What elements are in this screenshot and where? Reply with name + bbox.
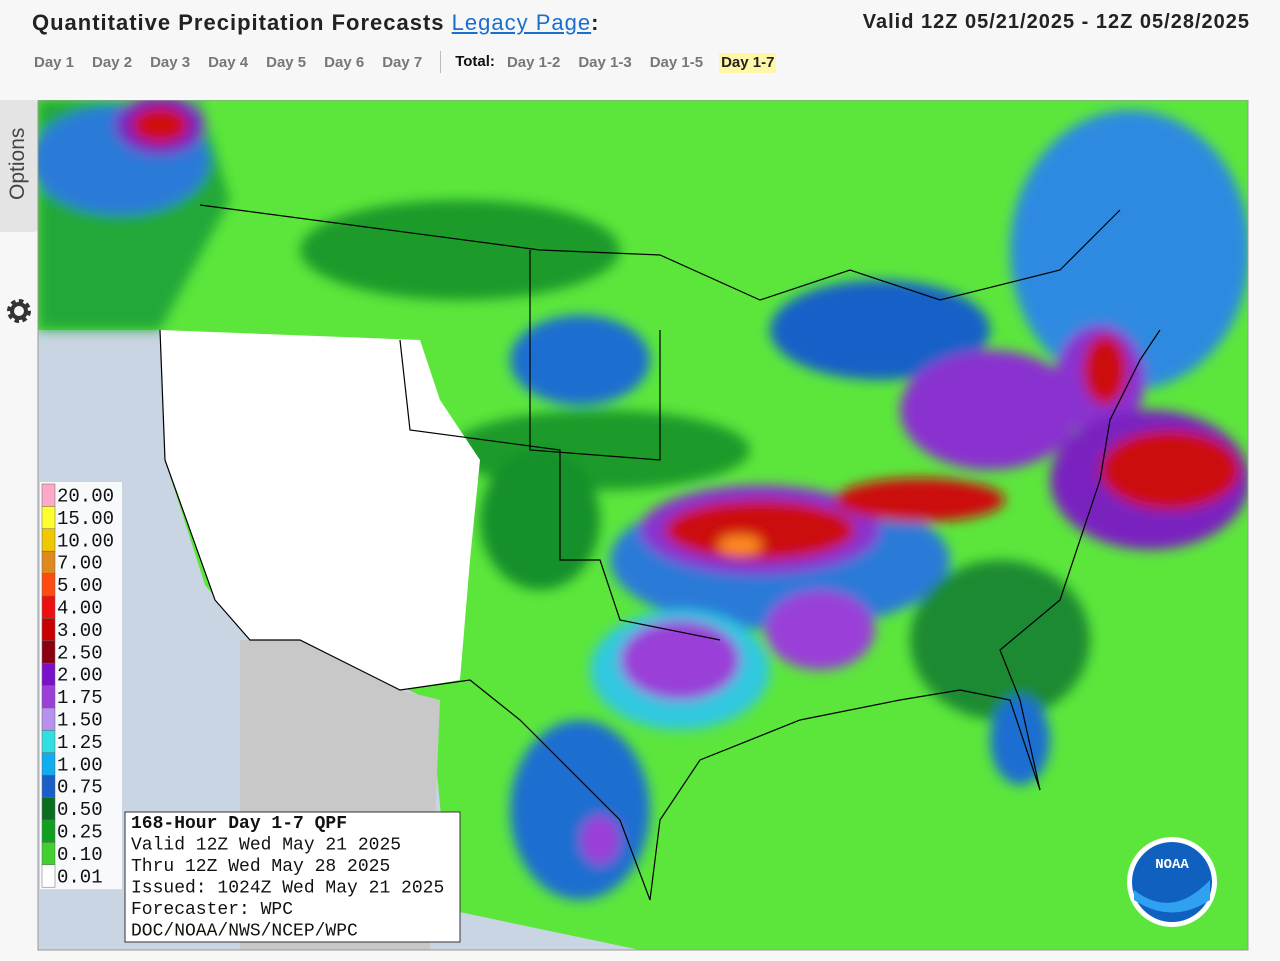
legend-label: 7.00 xyxy=(57,553,103,575)
total-tab[interactable]: Day 1-2 xyxy=(506,54,561,71)
legend-label: 0.25 xyxy=(57,821,103,843)
legend-label: 20.00 xyxy=(57,485,114,507)
legend-swatch xyxy=(41,595,56,619)
legend-label: 1.00 xyxy=(57,754,103,776)
legend-label: 1.50 xyxy=(57,709,103,731)
legend-swatch xyxy=(41,797,56,821)
legend-label: 3.00 xyxy=(57,620,103,642)
legend-swatch xyxy=(41,550,56,574)
gear-icon xyxy=(7,299,31,323)
legend-label: 0.75 xyxy=(57,777,103,799)
legend-label: 2.50 xyxy=(57,642,103,664)
legend-label: 4.00 xyxy=(57,597,103,619)
legend-swatch xyxy=(41,730,56,754)
map-field xyxy=(38,100,1248,950)
legend-swatch xyxy=(41,842,56,866)
options-tab[interactable]: Options xyxy=(0,100,38,323)
legend-swatch xyxy=(41,662,56,686)
legend-swatch xyxy=(41,528,56,552)
info-box: 168-Hour Day 1-7 QPF Valid 12Z Wed May 21… xyxy=(124,811,461,943)
legend-label: 5.00 xyxy=(57,575,103,597)
legend-swatch xyxy=(41,573,56,597)
legend-swatch xyxy=(41,618,56,642)
legacy-link[interactable]: Legacy Page xyxy=(451,10,592,35)
legend: 20.0015.0010.007.005.004.003.002.502.001… xyxy=(40,482,122,890)
map: 20.0015.0010.007.005.004.003.002.502.001… xyxy=(37,100,1249,951)
legend-label: 1.75 xyxy=(57,687,103,709)
info-line: Thru 12Z Wed May 28 2025 xyxy=(131,857,390,877)
total-label: Total: xyxy=(455,53,495,70)
logo-text: NOAA xyxy=(1155,857,1189,873)
tab-separator xyxy=(440,51,442,73)
total-tab[interactable]: Day 1-3 xyxy=(578,54,632,71)
day-tab[interactable]: Day 6 xyxy=(324,54,365,71)
info-title: 168-Hour Day 1-7 QPF xyxy=(131,814,347,834)
total-tab[interactable]: Day 1-5 xyxy=(649,54,704,71)
day-tab[interactable]: Day 1 xyxy=(34,54,75,71)
total-tab[interactable]: Day 1-7 xyxy=(719,53,777,73)
legend-label: 0.01 xyxy=(57,866,103,888)
info-line: Valid 12Z Wed May 21 2025 xyxy=(131,836,401,856)
noaa-logo: NOAA xyxy=(1127,837,1217,927)
info-line: DOC/NOAA/NWS/NCEP/WPC xyxy=(131,922,358,942)
legend-label: 1.25 xyxy=(57,732,103,754)
day-tab[interactable]: Day 5 xyxy=(266,54,307,71)
header-title: Quantitative Precipitation Forecasts Leg… xyxy=(32,10,599,36)
legend-label: 0.10 xyxy=(57,844,103,866)
day-tab[interactable]: Day 3 xyxy=(150,54,191,71)
tabs: Day 1 Day 2 Day 3 Day 4 Day 5 Day 6 Day 7 Total… xyxy=(32,51,790,73)
legend-label: 0.50 xyxy=(57,799,103,821)
legend-swatch xyxy=(41,774,56,798)
legend-swatch xyxy=(41,864,56,888)
title-text: Quantitative Precipitation Forecasts xyxy=(32,10,445,35)
legend-swatch xyxy=(41,819,56,843)
day-tab[interactable]: Day 2 xyxy=(92,54,133,71)
day-tab[interactable]: Day 7 xyxy=(382,54,423,71)
map-frame xyxy=(37,100,1249,951)
valid-range: Valid 12Z 05/21/2025 - 12Z 05/28/2025 xyxy=(862,11,1250,33)
legend-swatch xyxy=(41,483,56,507)
day-tab[interactable]: Day 4 xyxy=(208,54,249,71)
legend-label: 10.00 xyxy=(57,530,114,552)
colon: : xyxy=(591,10,600,35)
info-line: Issued: 1024Z Wed May 21 2025 xyxy=(131,879,444,899)
info-line: Forecaster: WPC xyxy=(131,900,293,920)
legend-swatch xyxy=(41,506,56,530)
legend-label: 2.00 xyxy=(57,665,103,687)
legend-swatch xyxy=(41,685,56,709)
legend-swatch xyxy=(41,707,56,731)
legend-swatch xyxy=(41,752,56,776)
legend-swatch xyxy=(41,640,56,664)
legend-label: 15.00 xyxy=(57,508,114,530)
